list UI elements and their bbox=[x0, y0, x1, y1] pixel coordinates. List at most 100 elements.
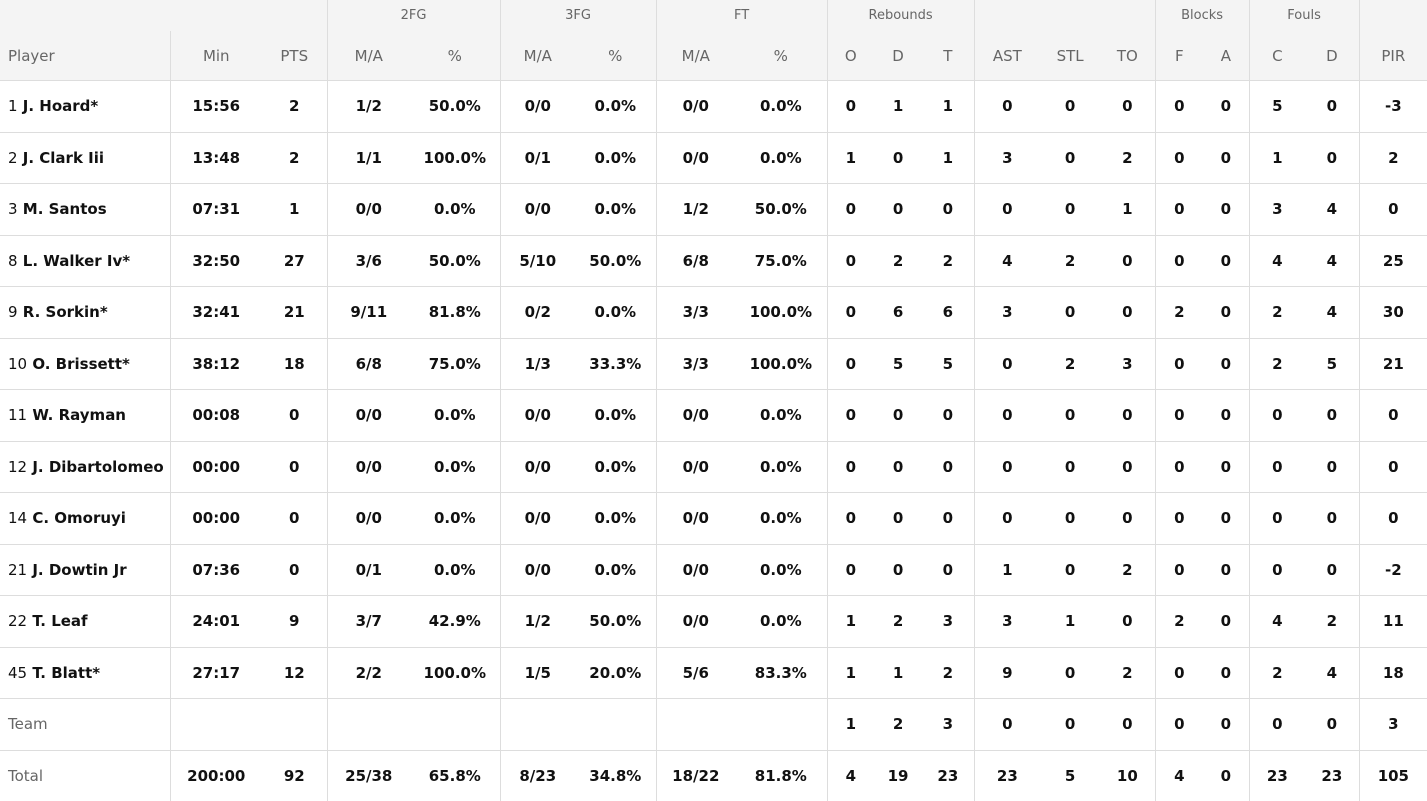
stat-cell: 0 bbox=[973, 80, 1041, 132]
player-name[interactable]: M. Santos bbox=[22, 200, 107, 219]
stat-cell: 0/0 bbox=[326, 389, 411, 441]
player-name[interactable]: J. Dibartolomeo bbox=[32, 457, 164, 476]
player-row: 9 R. Sorkin* 32:41 21 9/11 81.8% 0/2 0.0% 3/3 10… bbox=[0, 286, 1427, 338]
stat-cell: 0/1 bbox=[326, 543, 411, 596]
player-cell[interactable]: 1 J. Hoard* bbox=[0, 80, 170, 132]
player-cell[interactable]: 10 O. Brissett* bbox=[0, 337, 170, 390]
column-header[interactable]: TO bbox=[1100, 31, 1156, 81]
stat-cell: 13:48 bbox=[169, 131, 262, 184]
stat-cell: 0 bbox=[1154, 183, 1204, 235]
player-row: 12 J. Dibartolomeo 00:00 0 0/0 0.0% 0/0 0.0% 0/… bbox=[0, 440, 1427, 493]
stat-cell: 0 bbox=[1203, 749, 1250, 801]
player-name[interactable]: C. Omoruyi bbox=[32, 509, 126, 528]
stat-cell: 105 bbox=[1358, 749, 1427, 801]
stat-cell: 0 bbox=[262, 389, 328, 441]
team-row: Team 1 2 3 0 0 0 0 0 0 0 3 bbox=[0, 698, 1427, 750]
stat-cell: 0 bbox=[1203, 183, 1250, 235]
column-header[interactable]: PTS bbox=[262, 31, 328, 81]
stat-cell: 0.0% bbox=[410, 543, 501, 596]
stat-cell: 0 bbox=[922, 492, 975, 544]
column-header[interactable]: F bbox=[1154, 31, 1204, 81]
player-name[interactable]: L. Walker Iv* bbox=[22, 251, 131, 270]
stat-cell: 0 bbox=[874, 183, 923, 235]
player-name[interactable]: T. Blatt* bbox=[32, 663, 101, 682]
stat-cell: 0 bbox=[826, 80, 875, 132]
player-name[interactable]: O. Brissett* bbox=[32, 354, 130, 373]
stat-cell: 1 bbox=[826, 698, 875, 750]
stat-cell: 2 bbox=[1305, 595, 1360, 647]
stat-cell: 18 bbox=[262, 337, 328, 390]
player-cell[interactable]: 11 W. Rayman bbox=[0, 389, 170, 441]
stat-cell: 0 bbox=[1203, 80, 1250, 132]
column-header[interactable]: D bbox=[874, 31, 923, 81]
stat-cell: 0.0% bbox=[575, 80, 657, 132]
stat-cell: 0 bbox=[1305, 698, 1360, 750]
stat-cell: 2 bbox=[1100, 131, 1156, 184]
player-number: 10 bbox=[8, 354, 28, 373]
stat-cell: 10 bbox=[1100, 749, 1156, 801]
stat-cell: 2 bbox=[262, 80, 328, 132]
player-row: 8 L. Walker Iv* 32:50 27 3/6 50.0% 5/10 50.0% 6… bbox=[0, 234, 1427, 287]
player-name[interactable]: J. Hoard* bbox=[22, 97, 99, 116]
column-header[interactable]: O bbox=[826, 31, 875, 81]
column-header[interactable]: M/A bbox=[326, 31, 411, 81]
column-header[interactable]: M/A bbox=[499, 31, 576, 81]
column-header[interactable]: Min bbox=[169, 31, 262, 81]
player-name[interactable]: R. Sorkin* bbox=[22, 303, 108, 322]
stat-cell: 0 bbox=[1040, 440, 1101, 493]
stat-cell: 25 bbox=[1358, 234, 1427, 287]
column-header[interactable]: % bbox=[735, 31, 828, 81]
player-cell[interactable]: 14 C. Omoruyi bbox=[0, 492, 170, 544]
column-header[interactable]: C bbox=[1248, 31, 1306, 81]
player-row: 10 O. Brissett* 38:12 18 6/8 75.0% 1/3 33.3% 3/… bbox=[0, 337, 1427, 390]
column-header[interactable]: % bbox=[575, 31, 657, 81]
player-cell[interactable]: 9 R. Sorkin* bbox=[0, 286, 170, 338]
column-header[interactable]: T bbox=[922, 31, 975, 81]
column-header[interactable]: % bbox=[410, 31, 501, 81]
stat-cell: 2 bbox=[874, 595, 923, 647]
stat-cell bbox=[655, 698, 736, 750]
player-name[interactable]: W. Rayman bbox=[32, 406, 126, 425]
stat-cell: 3 bbox=[922, 595, 975, 647]
player-cell[interactable]: 45 T. Blatt* bbox=[0, 646, 170, 699]
player-cell[interactable]: 21 J. Dowtin Jr bbox=[0, 543, 170, 596]
column-header-row: Player Min PTS M/A% M/A% M/A% O D T AST STL TO F A C D P… bbox=[0, 31, 1427, 81]
player-cell[interactable]: 8 L. Walker Iv* bbox=[0, 234, 170, 287]
player-cell[interactable]: 3 M. Santos bbox=[0, 183, 170, 235]
stat-cell: 1 bbox=[973, 543, 1041, 596]
stat-cell: 0 bbox=[874, 543, 923, 596]
column-header[interactable]: M/A bbox=[655, 31, 736, 81]
stat-cell: 0.0% bbox=[410, 183, 501, 235]
stat-cell: 0 bbox=[1040, 698, 1101, 750]
stat-cell: 0/0 bbox=[326, 440, 411, 493]
player-name[interactable]: J. Clark Iii bbox=[22, 148, 105, 167]
player-number: 9 bbox=[8, 303, 18, 322]
player-row: 45 T. Blatt* 27:17 12 2/2 100.0% 1/5 20.0% 5/6 8… bbox=[0, 646, 1427, 699]
stat-cell: 0 bbox=[1100, 389, 1156, 441]
player-name[interactable]: J. Dowtin Jr bbox=[32, 560, 127, 579]
player-name[interactable]: T. Leaf bbox=[32, 612, 88, 631]
stat-cell: 2/2 bbox=[326, 646, 411, 699]
stat-cell: 9 bbox=[262, 595, 328, 647]
stat-cell bbox=[499, 698, 576, 750]
column-header[interactable]: D bbox=[1305, 31, 1360, 81]
stat-cell: 0 bbox=[1203, 492, 1250, 544]
player-cell[interactable]: 2 J. Clark Iii bbox=[0, 131, 170, 184]
column-header[interactable]: STL bbox=[1040, 31, 1101, 81]
stat-cell: 12 bbox=[262, 646, 328, 699]
column-header[interactable]: Player bbox=[0, 31, 170, 81]
column-header[interactable]: A bbox=[1203, 31, 1250, 81]
stat-cell: 0 bbox=[973, 389, 1041, 441]
player-cell[interactable]: 12 J. Dibartolomeo bbox=[0, 440, 170, 493]
stat-cell: 0/2 bbox=[499, 286, 576, 338]
total-label: Total bbox=[0, 749, 170, 801]
column-header[interactable]: AST bbox=[973, 31, 1041, 81]
stat-cell: 4 bbox=[826, 749, 875, 801]
stat-cell: 4 bbox=[1305, 646, 1360, 699]
player-cell[interactable]: 22 T. Leaf bbox=[0, 595, 170, 647]
stat-cell: 1/2 bbox=[326, 80, 411, 132]
player-row: 14 C. Omoruyi 00:00 0 0/0 0.0% 0/0 0.0% 0/0 0.0%… bbox=[0, 492, 1427, 544]
stat-cell: 75.0% bbox=[735, 234, 828, 287]
column-header[interactable]: PIR bbox=[1358, 31, 1427, 81]
stat-cell: 0/0 bbox=[499, 440, 576, 493]
